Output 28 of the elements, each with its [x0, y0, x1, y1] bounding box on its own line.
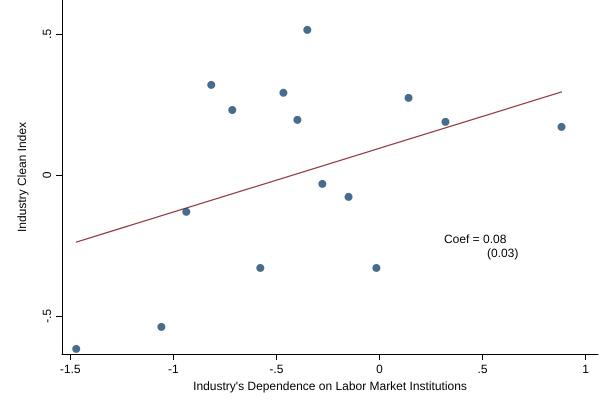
x-tick-label: -.5	[269, 362, 284, 376]
point	[558, 122, 566, 131]
point	[228, 106, 236, 114]
x-axis-title: Industry's Dependence on Labor Market Institutions	[193, 378, 467, 393]
point	[256, 264, 264, 272]
point	[318, 180, 326, 188]
point	[182, 208, 190, 216]
point	[72, 344, 80, 353]
x-tick-label: -1.5	[60, 362, 81, 376]
annotation: Coef = 0.08	[444, 232, 507, 246]
y-tick-label: -.5	[40, 308, 54, 323]
annotation: (0.03)	[487, 246, 518, 260]
point	[404, 94, 413, 102]
point	[372, 264, 380, 272]
point	[293, 116, 302, 124]
point	[344, 192, 353, 201]
point	[441, 118, 450, 126]
point	[279, 88, 288, 97]
point	[303, 26, 312, 34]
x-tick-label: -1	[168, 362, 179, 376]
point	[207, 80, 216, 89]
y-tick-label: 0	[40, 171, 54, 178]
x-tick-label: 1	[582, 362, 590, 376]
x-tick-label: 0	[376, 362, 384, 376]
point	[157, 322, 166, 331]
y-tick-label: .5	[40, 28, 54, 39]
y-axis-title: Industry Clean Index	[15, 122, 29, 232]
x-tick-label: .5	[478, 362, 488, 376]
